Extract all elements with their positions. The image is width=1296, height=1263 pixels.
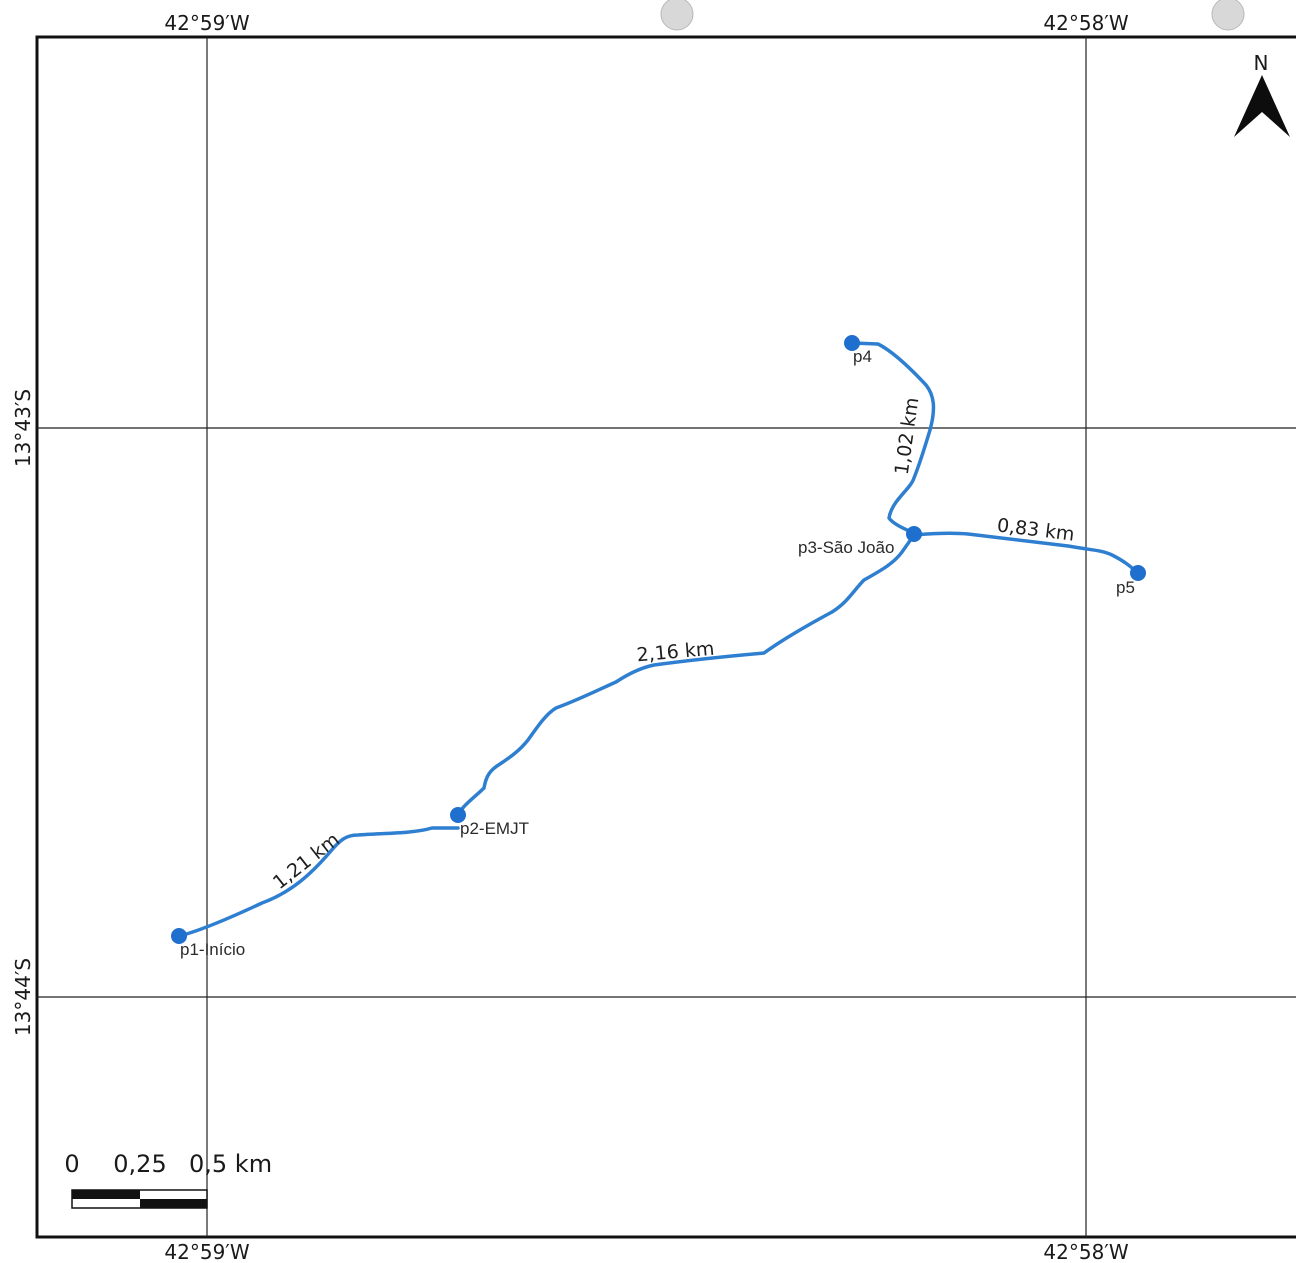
point-p5[interactable] bbox=[1130, 565, 1146, 581]
point-label-p5: p5 bbox=[1116, 578, 1135, 597]
scale-label-end: 0,5 km bbox=[189, 1150, 272, 1178]
point-p2[interactable] bbox=[450, 807, 466, 823]
route bbox=[177, 341, 1140, 938]
left-lat-label-2: 13°44′S bbox=[11, 958, 35, 1036]
scale-label-0: 0 bbox=[64, 1150, 79, 1178]
point-p3[interactable] bbox=[906, 526, 922, 542]
scan-hole-mark bbox=[660, 0, 694, 31]
route-segment-p2-p3 bbox=[456, 533, 916, 817]
route-segment-p3-p5 bbox=[912, 531, 1140, 575]
point-label-p4: p4 bbox=[853, 347, 872, 366]
graticule bbox=[37, 37, 1296, 1237]
scale-bar-segment bbox=[140, 1199, 207, 1208]
north-arrow: N bbox=[1234, 51, 1290, 137]
scale-label-mid: 0,25 bbox=[113, 1150, 166, 1178]
point-p4[interactable] bbox=[844, 335, 860, 351]
bottom-lon-label-1: 42°59′W bbox=[164, 1240, 249, 1263]
bottom-lon-label-2: 42°58′W bbox=[1043, 1240, 1128, 1263]
route-segment-p3-p4 bbox=[850, 341, 936, 535]
point-label-p3: p3-São João bbox=[798, 538, 894, 557]
left-lat-label-1: 13°43′S bbox=[11, 389, 35, 467]
north-arrow-label: N bbox=[1254, 51, 1269, 75]
scale-bar: 0 0,25 0,5 km bbox=[64, 1150, 272, 1209]
route-segment-p1-p2 bbox=[177, 826, 460, 938]
route-points bbox=[171, 335, 1146, 944]
top-lon-label-2: 42°58′W bbox=[1043, 11, 1128, 35]
scale-bar-segment bbox=[72, 1190, 140, 1199]
north-arrow-icon bbox=[1234, 75, 1290, 137]
scan-hole-mark bbox=[1211, 0, 1245, 31]
point-p1[interactable] bbox=[171, 928, 187, 944]
map-frame bbox=[35, 35, 1296, 1239]
point-label-p2: p2-EMJT bbox=[460, 819, 529, 838]
top-lon-label-1: 42°59′W bbox=[164, 11, 249, 35]
point-label-p1: p1-Início bbox=[180, 940, 245, 959]
